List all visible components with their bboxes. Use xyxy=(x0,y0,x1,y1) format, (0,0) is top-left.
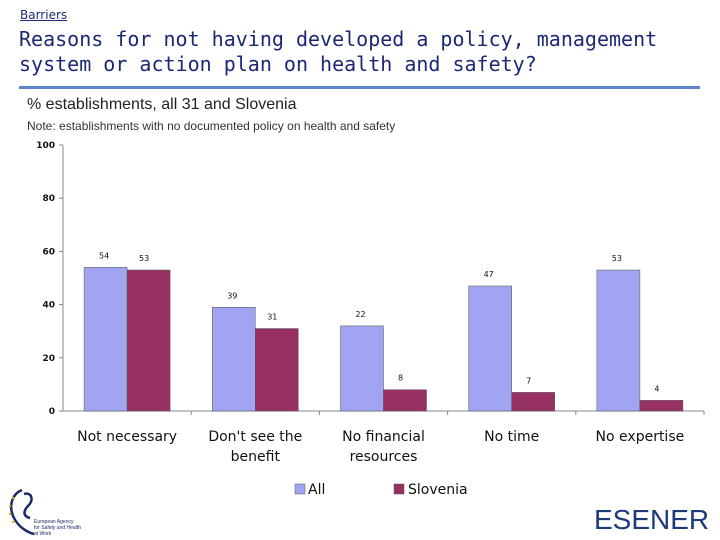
y-tick-label: 0 xyxy=(49,407,55,417)
eu-osha-logo-text: European Agency for Safety and Health at… xyxy=(34,519,104,537)
x-category-label: resources xyxy=(350,449,418,465)
logo-text-line-1: European Agency xyxy=(34,519,74,525)
bar-all-1 xyxy=(83,267,128,412)
data-label: 54 xyxy=(99,251,109,260)
y-tick-label: 100 xyxy=(36,141,55,151)
x-category-label: Not necessary xyxy=(77,429,177,445)
y-tick-label: 40 xyxy=(42,301,55,311)
chart-note: Note: establishments with no documented … xyxy=(27,119,396,133)
y-tick-label: 60 xyxy=(42,247,55,257)
title-divider xyxy=(19,86,700,89)
data-label: 31 xyxy=(267,313,277,322)
esener-logo: ESENER xyxy=(594,504,710,535)
bar-all-5 xyxy=(596,269,641,412)
x-category-label: No time xyxy=(484,429,539,445)
page-title-line-1: Reasons for not having developed a polic… xyxy=(19,27,658,51)
bar-slovenia-5 xyxy=(639,400,684,412)
y-tick-label: 20 xyxy=(42,354,55,364)
x-category-label: benefit xyxy=(231,449,281,465)
data-label: 7 xyxy=(526,376,531,385)
bar-all-2 xyxy=(212,307,256,412)
y-tick-label: 80 xyxy=(42,194,55,204)
data-label: 8 xyxy=(398,374,403,383)
eu-osha-logo-icon xyxy=(8,488,35,536)
data-label: 22 xyxy=(355,310,365,319)
data-label: 39 xyxy=(227,291,237,300)
bar-slovenia-3 xyxy=(383,389,427,412)
logo-text-line-3: at Work xyxy=(34,531,52,537)
data-label: 53 xyxy=(139,254,149,263)
breadcrumb[interactable]: Barriers xyxy=(20,8,68,22)
legend-swatch xyxy=(294,483,306,495)
page-title-line-2: system or action plan on health and safe… xyxy=(19,52,537,76)
data-label: 47 xyxy=(484,270,494,279)
x-category-label: No expertise xyxy=(596,429,685,445)
legend-label: All xyxy=(308,482,325,498)
legend-label: Slovenia xyxy=(408,482,468,498)
bar-slovenia-4 xyxy=(511,392,555,412)
x-category-label: Don't see the xyxy=(208,429,302,445)
bar-slovenia-2 xyxy=(255,328,299,412)
x-category-label: No financial xyxy=(342,429,425,445)
page-title: Reasons for not having developed a polic… xyxy=(19,27,699,77)
data-label: 53 xyxy=(612,254,622,263)
bar-slovenia-1 xyxy=(126,269,171,412)
data-label: 4 xyxy=(654,384,659,393)
bar-all-4 xyxy=(468,285,512,412)
bar-all-3 xyxy=(340,325,384,412)
logo-text-line-2: for Safety and Health xyxy=(34,525,81,531)
legend-swatch xyxy=(393,483,405,495)
chart-subtitle: % establishments, all 31 and Slovenia xyxy=(27,96,297,113)
